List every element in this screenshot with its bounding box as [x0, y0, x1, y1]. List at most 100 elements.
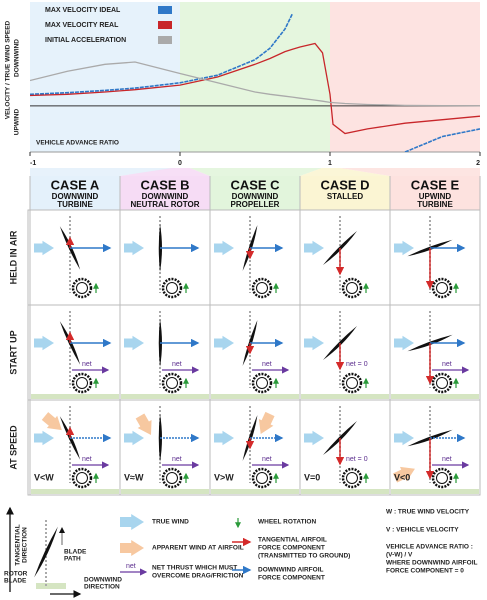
true-wind-arrow: [304, 430, 324, 446]
legend-apparent-wind: [120, 540, 144, 556]
x-tick-label: 0: [178, 160, 182, 167]
true-wind-arrow: [304, 240, 324, 256]
legend-text: OVERCOME DRAG/FRICTION: [152, 573, 244, 580]
net-label: net: [442, 361, 452, 368]
case-subtitle: DOWNWIND: [52, 192, 99, 201]
case-title: CASE C: [230, 177, 280, 192]
key-label: DOWNWIND: [84, 577, 122, 584]
case-title: CASE A: [51, 177, 100, 192]
wheel-hub: [166, 377, 178, 389]
wheel-hub: [436, 282, 448, 294]
case-subtitle: NEUTRAL ROTOR: [130, 200, 199, 209]
legend-label: INITIAL ACCELERATION: [45, 37, 126, 44]
true-wind-arrow: [214, 430, 234, 446]
net-label: net: [262, 456, 272, 463]
case-subtitle: DOWNWIND: [232, 192, 279, 201]
case-title: CASE E: [411, 177, 460, 192]
wheel-hub: [346, 472, 358, 484]
legend-text: NET THRUST WHICH MUST: [152, 565, 237, 572]
legend-definition: FORCE COMPONENT = 0: [386, 568, 464, 575]
x-tick-label: 2: [476, 160, 480, 167]
net-label: net: [82, 456, 92, 463]
series-line: [30, 42, 480, 135]
velocity-label: V<0: [394, 472, 410, 482]
true-wind-arrow: [34, 430, 54, 446]
case-header: [390, 176, 480, 210]
net-label: net: [82, 361, 92, 368]
ground: [391, 394, 479, 399]
true-wind-arrow: [124, 430, 144, 446]
key-label: BLADE: [64, 549, 87, 556]
net-label: net: [172, 456, 182, 463]
case-title: CASE B: [140, 177, 189, 192]
wheel-hub: [256, 282, 268, 294]
x-tick-label: 1: [328, 160, 332, 167]
legend-swatch: [158, 6, 172, 14]
link-trapezoid: [30, 168, 178, 176]
ground: [31, 489, 119, 494]
link-trapezoid: [120, 168, 210, 176]
true-wind-arrow: [124, 240, 144, 256]
legend-text: TANGENTIAL AIRFOIL: [258, 537, 327, 544]
net-label: net = 0: [346, 361, 368, 368]
legend-text: DOWNWIND AIRFOIL: [258, 567, 323, 574]
apparent-wind-arrow: [392, 466, 415, 483]
wheel-hub: [256, 377, 268, 389]
net-label: net: [442, 456, 452, 463]
wheel-hub: [76, 377, 88, 389]
y-axis-label: VELOCITY / TRUE WIND SPEED: [5, 20, 12, 119]
case-subtitle: PROPELLER: [231, 200, 280, 209]
legend-swatch: [158, 21, 172, 29]
legend-text: TRUE WIND: [152, 519, 189, 526]
key-rotor-blade: [34, 526, 58, 578]
legend-definition: W : TRUE WIND VELOCITY: [386, 509, 470, 516]
apparent-wind-arrow: [258, 411, 275, 434]
case-title: CASE D: [320, 177, 369, 192]
case-subtitle: TURBINE: [57, 200, 93, 209]
case-header: [30, 176, 120, 210]
row-label: AT SPEED: [8, 425, 18, 470]
wheel-hub: [346, 377, 358, 389]
velocity-label: V<W: [34, 472, 54, 482]
region-band: [180, 2, 330, 152]
legend-text: APPARENT WIND AT AIRFOIL: [152, 545, 244, 552]
velocity-label: V>W: [214, 472, 234, 482]
ground: [391, 489, 479, 494]
net-label: net: [262, 361, 272, 368]
region-band: [330, 2, 480, 152]
key-label: PATH: [64, 556, 81, 563]
wheel-hub: [76, 282, 88, 294]
apparent-wind-arrow: [135, 413, 152, 436]
legend-definition: WHERE DOWNWIND AIRFOIL: [386, 560, 477, 567]
key-label: DIRECTION: [22, 527, 29, 563]
x-axis-label: VEHICLE ADVANCE RATIO: [36, 140, 119, 147]
legend-swatch: [158, 36, 172, 44]
series-line: [30, 13, 480, 152]
ground: [31, 394, 119, 399]
legend-text: (TRANSMITTED TO GROUND): [258, 553, 350, 560]
legend-text: FORCE COMPONENT: [258, 545, 325, 552]
true-wind-arrow: [394, 240, 414, 256]
legend-definition: VEHICLE ADVANCE RATIO :: [386, 544, 473, 551]
x-tick-label: -1: [30, 160, 36, 167]
key-label: ROTOR: [4, 571, 28, 578]
key-label: TANGENTIAL: [15, 524, 22, 565]
case-subtitle: TURBINE: [417, 200, 453, 209]
true-wind-arrow: [214, 240, 234, 256]
legend-text: FORCE COMPONENT: [258, 575, 325, 582]
y-lower-label: UPWIND: [14, 109, 21, 136]
ground: [121, 489, 209, 494]
wheel-hub: [346, 282, 358, 294]
velocity-label: V≈W: [124, 472, 144, 482]
true-wind-arrow: [214, 335, 234, 351]
row-label: START UP: [8, 330, 18, 374]
true-wind-arrow: [394, 430, 414, 446]
wheel-hub: [166, 282, 178, 294]
velocity-label: V=0: [304, 472, 320, 482]
true-wind-arrow: [34, 240, 54, 256]
wheel-hub: [166, 472, 178, 484]
row-label: HELD IN AIR: [8, 230, 18, 284]
link-trapezoid: [340, 168, 480, 176]
wheel-hub: [436, 472, 448, 484]
link-trapezoid: [190, 168, 322, 176]
